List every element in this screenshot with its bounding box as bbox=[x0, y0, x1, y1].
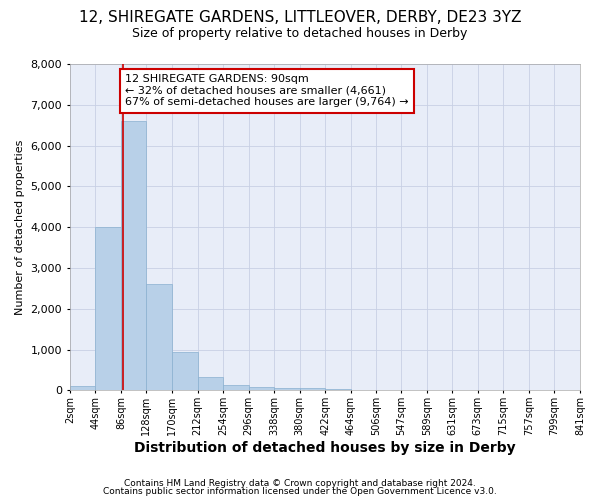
Bar bbox=[172, 352, 197, 391]
Bar bbox=[121, 121, 146, 390]
Bar bbox=[197, 377, 223, 390]
Text: Size of property relative to detached houses in Derby: Size of property relative to detached ho… bbox=[133, 28, 467, 40]
Text: Contains HM Land Registry data © Crown copyright and database right 2024.: Contains HM Land Registry data © Crown c… bbox=[124, 478, 476, 488]
Bar bbox=[299, 388, 325, 390]
Bar bbox=[146, 284, 172, 391]
X-axis label: Distribution of detached houses by size in Derby: Distribution of detached houses by size … bbox=[134, 441, 516, 455]
Text: 12 SHIREGATE GARDENS: 90sqm
← 32% of detached houses are smaller (4,661)
67% of : 12 SHIREGATE GARDENS: 90sqm ← 32% of det… bbox=[125, 74, 409, 108]
Bar bbox=[70, 386, 95, 390]
Bar bbox=[274, 388, 299, 390]
Text: Contains public sector information licensed under the Open Government Licence v3: Contains public sector information licen… bbox=[103, 487, 497, 496]
Bar bbox=[325, 389, 351, 390]
Text: 12, SHIREGATE GARDENS, LITTLEOVER, DERBY, DE23 3YZ: 12, SHIREGATE GARDENS, LITTLEOVER, DERBY… bbox=[79, 10, 521, 25]
Y-axis label: Number of detached properties: Number of detached properties bbox=[15, 140, 25, 315]
Bar bbox=[95, 227, 121, 390]
Bar bbox=[223, 385, 248, 390]
Bar bbox=[248, 386, 274, 390]
